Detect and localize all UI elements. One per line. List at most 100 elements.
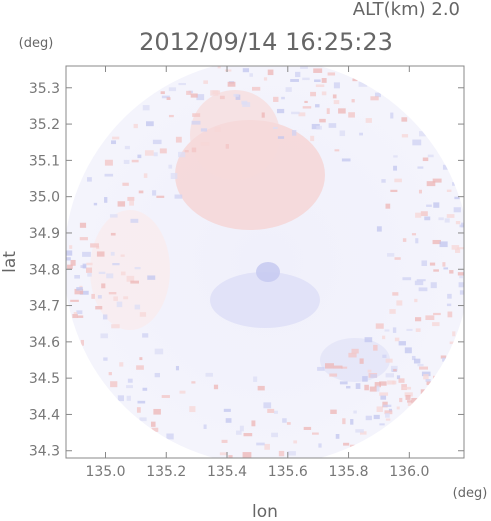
heatmap-cell: [243, 433, 253, 437]
heatmap-cell: [382, 354, 387, 358]
heatmap-cell: [310, 91, 317, 97]
heatmap-cell: [108, 292, 117, 295]
heatmap-cell: [319, 118, 326, 123]
heatmap-cell: [346, 385, 351, 389]
heatmap-cell: [302, 77, 310, 81]
heatmap-cell: [227, 81, 236, 87]
heatmap-cell: [72, 314, 78, 319]
y-tick-label: 34.4: [29, 407, 60, 423]
heatmap-cell: [106, 273, 114, 279]
heatmap-cell: [82, 263, 87, 269]
heatmap-cell: [304, 100, 308, 104]
x-tick-label: 135.8: [329, 464, 369, 480]
heatmap-cell: [349, 444, 355, 450]
heatmap-cell: [374, 92, 381, 98]
heatmap-cell: [66, 257, 71, 261]
heatmap-cell: [77, 315, 84, 318]
y-tick-label: 34.5: [29, 371, 60, 387]
heatmap-cell: [367, 369, 372, 373]
y-tick-label: 34.8: [29, 262, 60, 278]
radar-disk: [66, 66, 473, 458]
x-tick-label: 135.2: [146, 464, 186, 480]
heatmap-cell: [126, 395, 131, 401]
heatmap-cell: [285, 87, 292, 92]
heatmap-cell: [374, 382, 381, 388]
y-tick-label: 34.9: [29, 226, 60, 242]
heatmap-cell: [79, 237, 88, 241]
heatmap-patch: [210, 272, 320, 328]
heatmap-cell: [415, 328, 421, 332]
heatmap-cell: [392, 292, 399, 296]
heatmap-cell: [174, 194, 183, 199]
heatmap-cell: [328, 123, 337, 128]
heatmap-cell: [224, 69, 232, 72]
heatmap-cell: [376, 385, 380, 392]
heatmap-cell: [438, 217, 444, 221]
heatmap-cell: [131, 159, 139, 163]
heatmap-cell: [359, 358, 364, 364]
heatmap-cell: [359, 132, 363, 136]
heatmap-cell: [396, 300, 403, 306]
heatmap-cell: [351, 99, 355, 103]
heatmap-cell: [447, 311, 453, 318]
heatmap-cell: [414, 317, 422, 322]
y-axis: 34.3 34.4 34.5 34.6 34.7 34.8 34.9 35.0 35.1 35.2…: [29, 81, 464, 460]
heatmap-cell: [273, 410, 278, 414]
heatmap-cell: [334, 149, 340, 152]
heatmap-cell: [153, 408, 161, 415]
heatmap-cell: [427, 154, 434, 158]
heatmap-cell: [444, 218, 450, 223]
x-tick-label: 136.0: [389, 464, 429, 480]
heatmap-cell: [339, 381, 348, 385]
heatmap-cell: [402, 277, 412, 281]
heatmap-cell: [398, 378, 405, 383]
heatmap-cell: [109, 214, 118, 218]
heatmap-cell: [365, 118, 372, 123]
heatmap-cell: [433, 312, 441, 316]
heatmap-cell: [342, 418, 346, 425]
heatmap-cell: [117, 395, 125, 402]
heatmap-cell: [413, 358, 421, 364]
heatmap-cell: [432, 375, 440, 379]
heatmap-cell: [281, 96, 285, 100]
heatmap-cell: [273, 96, 279, 102]
heatmap-cell: [343, 442, 350, 446]
heatmap-cell: [253, 376, 258, 382]
heatmap-cell: [166, 97, 171, 100]
heatmap-cell: [452, 331, 456, 337]
heatmap-cell: [364, 337, 373, 343]
heatmap-cell: [73, 312, 78, 315]
heatmap-cell: [324, 363, 334, 369]
heatmap-cell: [87, 272, 92, 277]
heatmap-cell: [446, 189, 452, 192]
heatmap-cell: [91, 293, 95, 299]
heatmap-cell: [191, 120, 201, 125]
heatmap-cell: [358, 81, 368, 87]
heatmap-cell: [200, 128, 208, 132]
heatmap-cell: [252, 86, 261, 91]
heatmap-cell: [210, 90, 219, 96]
heatmap-cell: [147, 275, 156, 280]
heatmap-cell: [126, 385, 133, 389]
heatmap-cell: [313, 68, 323, 73]
heatmap-cell: [382, 401, 388, 408]
heatmap-cell: [236, 430, 242, 435]
heatmap-cell: [160, 91, 165, 95]
heatmap-cell: [96, 251, 105, 257]
heatmap-cell: [251, 420, 256, 427]
y-tick-label: 35.3: [29, 81, 60, 97]
heatmap-cell: [235, 94, 241, 100]
heatmap-cell: [203, 80, 208, 84]
heatmap-cell: [111, 140, 117, 145]
heatmap-cell: [469, 267, 473, 270]
heatmap-cell: [242, 452, 252, 458]
heatmap-cell: [315, 84, 325, 88]
heatmap-cell: [67, 264, 73, 270]
heatmap-cell: [310, 135, 315, 142]
heatmap-cell: [407, 400, 412, 403]
heatmap-cell: [355, 429, 364, 433]
heatmap-cell: [327, 72, 336, 76]
heatmap-cell: [175, 365, 180, 371]
heatmap-cell: [130, 218, 139, 223]
heatmap-cell: [76, 287, 83, 291]
